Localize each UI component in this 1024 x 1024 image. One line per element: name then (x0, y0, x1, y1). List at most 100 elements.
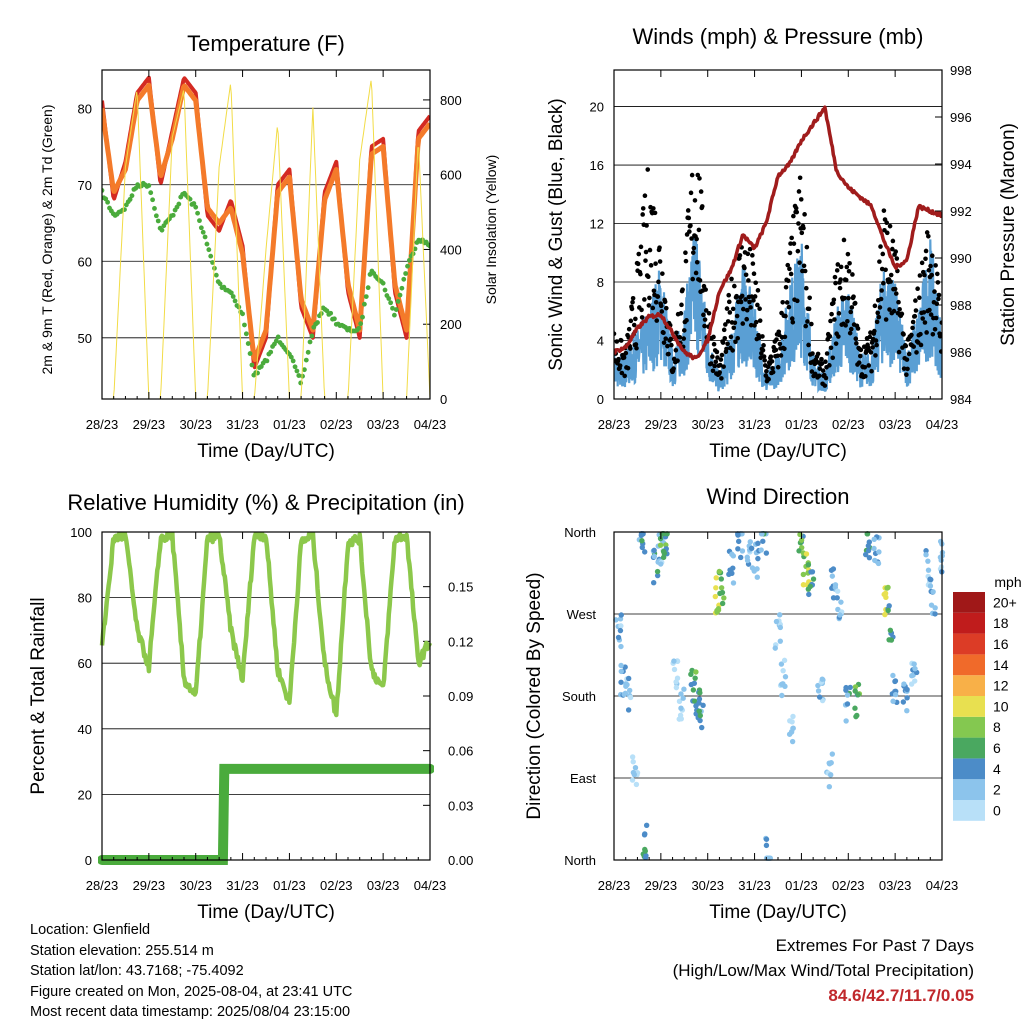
gust-point (655, 294, 661, 299)
gust-point (616, 356, 621, 362)
gust-point (834, 268, 840, 273)
humidity-xtick-label: 28/23 (86, 878, 119, 893)
direction-legend-title: mph (994, 574, 1021, 590)
wind-direction-point (777, 624, 784, 631)
gust-point (708, 361, 714, 366)
gust-point (890, 238, 896, 244)
gust-point (691, 245, 697, 251)
gust-point (635, 261, 641, 267)
gust-point (877, 305, 883, 310)
gust-point (827, 334, 833, 339)
gust-point (745, 251, 751, 257)
wind-direction-point (832, 584, 839, 591)
gust-point (687, 229, 692, 234)
gust-point (647, 247, 653, 253)
wind-direction-point (643, 822, 650, 828)
gust-point (628, 346, 633, 351)
gust-point (681, 328, 687, 333)
gust-point (847, 261, 852, 266)
gust-point (689, 172, 695, 178)
winds-xtick-label: 01/23 (785, 417, 818, 432)
wind-direction-point (642, 831, 648, 837)
gust-point (791, 241, 797, 246)
wind-direction-point (676, 716, 682, 722)
gust-point (710, 354, 715, 359)
gust-point (858, 347, 864, 353)
temperature-dewpoint-point (202, 234, 208, 240)
gust-point (760, 334, 765, 339)
gust-point (643, 249, 649, 255)
gust-point (794, 209, 800, 215)
gust-point (660, 271, 665, 276)
gust-point (757, 306, 762, 312)
extremes-values: 84.6/42.7/11.7/0.05 (828, 986, 974, 1005)
direction-xlabel: Time (Day/UTC) (709, 902, 847, 923)
gust-point (832, 274, 838, 280)
wind-direction-point (730, 580, 737, 586)
gust-point (868, 350, 874, 355)
gust-point (935, 280, 941, 285)
direction-legend-label: 2 (993, 782, 1001, 798)
gust-point (848, 309, 854, 315)
humidity-ytick-label: 20 (78, 787, 92, 802)
wind-direction-point (816, 694, 823, 700)
temperature-xtick-label: 01/23 (273, 417, 306, 432)
wind-direction-point (617, 627, 624, 634)
wind-direction-point (642, 854, 649, 861)
gust-point (805, 319, 810, 324)
gust-point (827, 363, 832, 368)
gust-point (730, 306, 736, 312)
temperature-dewpoint-point (290, 358, 296, 364)
wind-direction-point (871, 545, 877, 552)
solar-insolation-line (102, 80, 430, 399)
temperature-dewpoint-point (127, 196, 133, 202)
gust-point (873, 338, 879, 343)
gust-point (645, 274, 651, 280)
gust-point (904, 357, 910, 362)
gust-point (766, 376, 771, 382)
direction-legend-label: 10 (993, 698, 1009, 714)
wind-direction-point (714, 609, 720, 615)
wind-direction-point (810, 576, 817, 582)
temperature-y2tick-label: 800 (440, 93, 462, 108)
wind-direction-point (678, 691, 684, 697)
wind-direction-point (819, 676, 825, 682)
gust-point (879, 288, 884, 293)
gust-point (906, 351, 912, 357)
wind-direction-point (697, 712, 704, 719)
temperature-ytick-label: 80 (78, 101, 92, 116)
gust-point (869, 340, 875, 345)
wind-direction-point (852, 688, 858, 694)
humidity-ytick-label: 0 (85, 853, 92, 868)
wind-direction-point (660, 548, 667, 555)
winds-ytick-label: 12 (590, 217, 604, 232)
gust-point (631, 322, 637, 328)
gust-point (797, 260, 802, 265)
gust-point (893, 249, 899, 254)
gust-point (849, 305, 855, 310)
temperature-dewpoint-point (300, 373, 305, 379)
gust-point (721, 364, 726, 369)
temperature-dewpoint-point (405, 263, 410, 269)
gust-point (938, 349, 942, 354)
wind-direction-point (763, 836, 770, 842)
gust-point (936, 292, 942, 298)
temperature-y2tick-label: 400 (440, 242, 462, 257)
wind-direction-point (887, 627, 894, 633)
temperature-dewpoint-point (391, 312, 397, 318)
gust-point (919, 260, 925, 266)
wind-direction-point (671, 658, 677, 664)
gust-point (797, 175, 803, 181)
humidity-ytick-label: 100 (70, 525, 92, 540)
wind-direction-point (692, 698, 698, 704)
gust-point (801, 263, 807, 269)
temperature-dewpoint-point (362, 301, 367, 307)
elevation-text: Station elevation: 255.514 m (30, 942, 214, 959)
gust-point (646, 303, 652, 308)
gust-point (842, 295, 847, 301)
humidity-xtick-label: 04/23 (414, 878, 447, 893)
wind-direction-point (638, 532, 645, 539)
temperature-dewpoint-point (303, 357, 309, 363)
gust-point (744, 316, 749, 322)
gust-point (645, 167, 651, 172)
